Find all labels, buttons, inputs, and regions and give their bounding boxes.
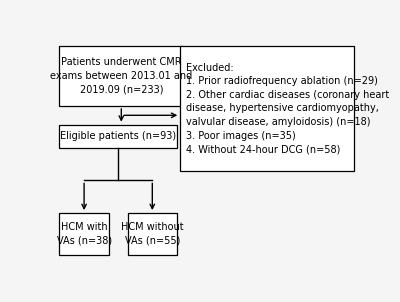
Text: Patients underwent CMR
exams between 2013.01 and
2019.09 (n=233): Patients underwent CMR exams between 201… [50,57,192,94]
FancyBboxPatch shape [59,125,177,148]
FancyBboxPatch shape [180,46,354,171]
FancyBboxPatch shape [128,213,177,255]
FancyBboxPatch shape [59,46,183,106]
FancyBboxPatch shape [59,213,109,255]
Text: Excluded:
1. Prior radiofrequency ablation (n=29)
2. Other cardiac diseases (cor: Excluded: 1. Prior radiofrequency ablati… [186,63,389,154]
Text: HCM without
VAs (n=55): HCM without VAs (n=55) [121,222,184,246]
Text: Eligible patients (n=93): Eligible patients (n=93) [60,131,176,141]
Text: HCM with
VAs (n=38): HCM with VAs (n=38) [56,222,112,246]
